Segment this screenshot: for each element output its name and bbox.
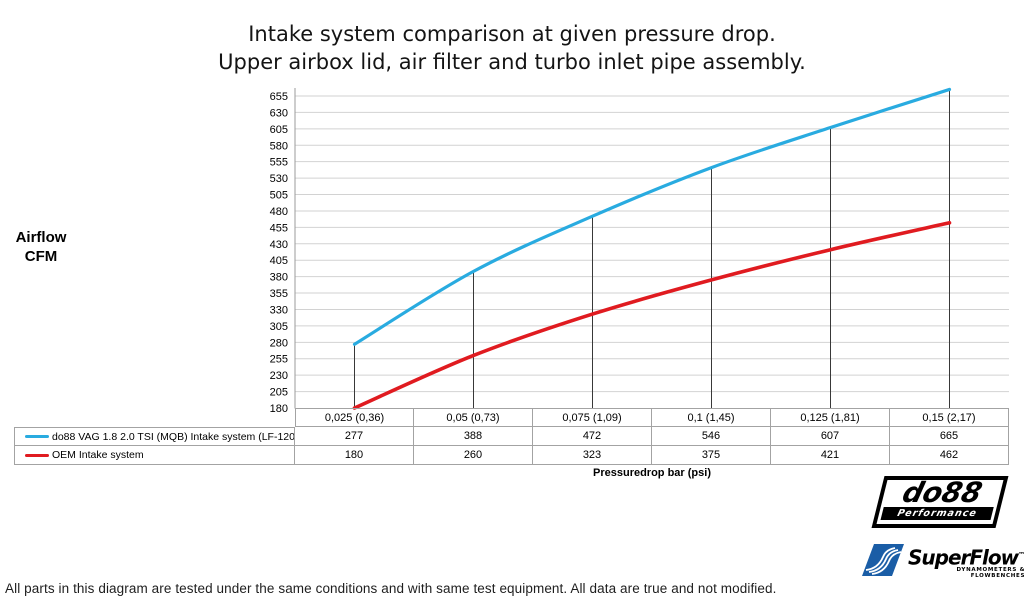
series-line-do88: [352, 87, 952, 346]
series-value-cell: 180: [295, 446, 414, 465]
y-axis-title-line-2: CFM: [24, 248, 58, 265]
title-line-1: Intake system comparison at given pressu…: [248, 22, 776, 46]
x-category-label: 0,05 (0,73): [414, 408, 533, 427]
do88-logo-tagline: Performance: [880, 507, 994, 520]
table-corner-spacer: [14, 408, 295, 427]
superflow-logo-text: SuperFlow™ DYNAMOMETERS & FLOWBENCHES: [908, 545, 1024, 579]
y-tick-label: 430: [270, 239, 288, 251]
y-tick-label: 580: [270, 140, 288, 152]
y-tick-label: 180: [270, 403, 288, 415]
do88-logo-wordmark: do88: [899, 476, 986, 509]
x-category-label: 0,025 (0,36): [295, 408, 414, 427]
chart-plot-area: 180 205 230 255 280 305 330 355 380 405 430 455 480 5…: [270, 87, 1009, 415]
series-value-cell: 472: [533, 427, 652, 446]
footer-note: All parts in this diagram are tested und…: [5, 581, 777, 596]
y-tick-label: 530: [270, 173, 288, 185]
y-tick-label: 380: [270, 272, 288, 284]
series-value-cell: 607: [771, 427, 890, 446]
legend-key-do88: do88 VAG 1.8 2.0 TSI (MQB) Intake system…: [14, 427, 295, 446]
y-tick-label: 305: [270, 321, 288, 333]
y-tick-label: 255: [270, 354, 288, 366]
y-tick-label: 330: [270, 304, 288, 316]
do88-logo: do88 Performance: [871, 476, 1009, 528]
y-tick-label: 405: [270, 255, 288, 267]
data-table: 0,025 (0,36) 0,05 (0,73) 0,075 (1,09) 0,1 (…: [14, 408, 1009, 465]
y-axis-title: Airflow CFM: [8, 228, 74, 266]
y-tick-label: 205: [270, 387, 288, 399]
series-line-oem: [352, 220, 952, 410]
x-category-label: 0,15 (2,17): [890, 408, 1009, 427]
x-axis-title: Pressuredrop bar (psi): [593, 467, 711, 479]
y-tick-label: 480: [270, 206, 288, 218]
y-tick-label: 555: [270, 157, 288, 169]
series-value-cell: 388: [414, 427, 533, 446]
superflow-flow-icon: [862, 544, 904, 576]
trademark-symbol: ™: [1018, 551, 1024, 559]
superflow-logo-wordmark: SuperFlow™: [908, 545, 1024, 569]
x-category-label: 0,075 (1,09): [533, 408, 652, 427]
y-tick-label: 605: [270, 124, 288, 136]
series-value-cell: 462: [890, 446, 1009, 465]
series-value-cell: 546: [652, 427, 771, 446]
series-value-cell: 277: [295, 427, 414, 446]
y-tick-label: 230: [270, 370, 288, 382]
y-tick-label: 505: [270, 190, 288, 202]
series-value-cell: 323: [533, 446, 652, 465]
y-tick-label: 630: [270, 107, 288, 119]
series-value-cell: 665: [890, 427, 1009, 446]
x-category-label: 0,125 (1,81): [771, 408, 890, 427]
series-value-cell: 260: [414, 446, 533, 465]
series-name-label: do88 VAG 1.8 2.0 TSI (MQB) Intake system…: [52, 430, 295, 443]
y-tick-label: 655: [270, 91, 288, 103]
page-title: Intake system comparison at given pressu…: [0, 20, 1024, 76]
series-name-label: OEM Intake system: [52, 449, 144, 461]
title-line-2: Upper airbox lid, air filter and turbo i…: [218, 50, 806, 74]
y-tick-label: 280: [270, 337, 288, 349]
series-color-swatch-icon: [25, 435, 49, 438]
y-axis-title-line-1: Airflow: [15, 229, 67, 246]
series-value-cell: 375: [652, 446, 771, 465]
series-color-swatch-icon: [25, 453, 49, 457]
x-category-label: 0,1 (1,45): [652, 408, 771, 427]
series-value-cell: 421: [771, 446, 890, 465]
legend-key-oem: OEM Intake system: [14, 446, 295, 465]
superflow-logo-tagline: DYNAMOMETERS & FLOWBENCHES: [956, 566, 1024, 579]
superflow-logo: SuperFlow™ DYNAMOMETERS & FLOWBENCHES: [862, 544, 1024, 579]
y-tick-label: 455: [270, 222, 288, 234]
y-tick-label: 355: [270, 288, 288, 300]
